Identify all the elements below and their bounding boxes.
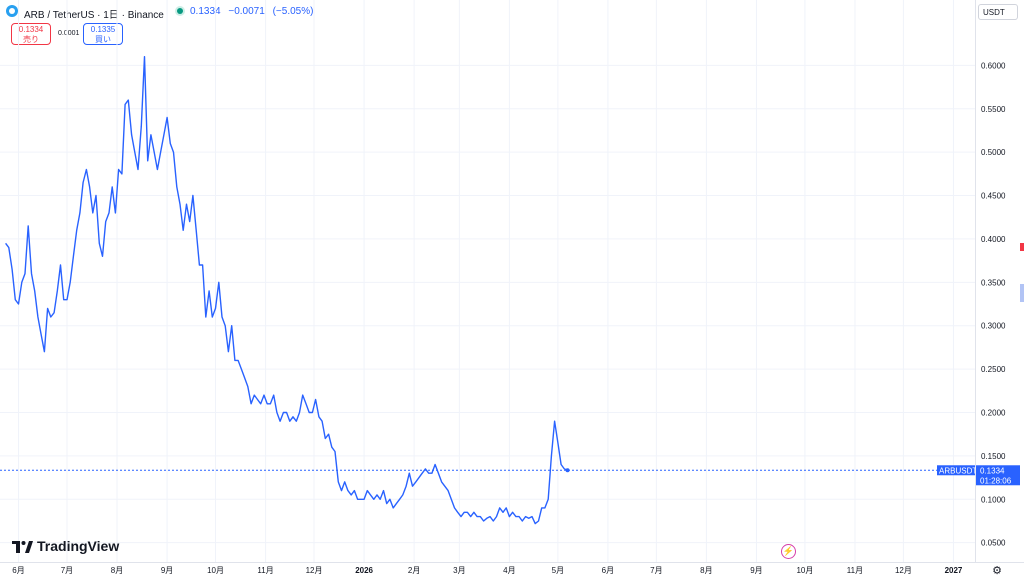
price-series-line [5, 56, 568, 525]
y-tick-label: 0.2000 [981, 408, 1006, 417]
tradingview-logo-icon [12, 541, 33, 553]
x-tick-label: 7月 [650, 566, 662, 575]
x-tick-label: 9月 [750, 566, 762, 575]
x-tick-label: 3月 [453, 566, 465, 575]
price-scale-divider [975, 0, 976, 562]
change-abs: −0.0071 [228, 6, 265, 17]
x-tick-label: 8月 [111, 566, 123, 575]
x-tick-label: 5月 [552, 566, 564, 575]
x-tick-label: 8月 [700, 566, 712, 575]
last-price-dot [565, 468, 570, 473]
buy-price: 0.1335 [90, 25, 116, 34]
chart-grid [0, 0, 975, 562]
ticker-tag-bg [937, 465, 975, 476]
x-tick-label: 2026 [355, 566, 373, 575]
last-price: 0.1334 [190, 6, 221, 17]
last-price-tag: ARBUSDT 0.1334 01:28:06 [937, 465, 1020, 486]
gear-icon[interactable]: ⚙ [992, 565, 1002, 577]
x-tick-label: 7月 [61, 566, 73, 575]
y-tick-label: 0.1500 [981, 452, 1006, 461]
y-tick-label: 0.6000 [981, 61, 1006, 70]
price-axis: 0.0500 0.1000 0.1500 0.2000 0.2500 0.3000 0.35… [981, 61, 1006, 547]
sidebar-edge-marker[interactable] [1020, 243, 1024, 251]
x-tick-label: 12月 [895, 566, 912, 575]
sidebar-edge-handle[interactable] [1020, 284, 1024, 302]
x-tick-label: 6月 [602, 566, 614, 575]
time-axis: 6月 7月 8月 9月 10月 11月 12月 2026 2月 3月 4月 5月 6月 7月 8月 9月 10月… [12, 566, 963, 575]
quote-readout: 0.1334 −0.0071 (−5.05%) [190, 6, 318, 17]
y-tick-label: 0.4000 [981, 235, 1006, 244]
x-tick-label: 11月 [847, 566, 863, 575]
y-tick-label: 0.1000 [981, 495, 1006, 504]
x-tick-label: 12月 [306, 566, 323, 575]
time-scale-divider [0, 562, 1024, 563]
tradingview-wordmark: TradingView [37, 538, 120, 554]
x-tick-label: 9月 [161, 566, 173, 575]
sell-button[interactable]: 0.1334 売り [11, 23, 51, 45]
change-pct: (−5.05%) [272, 6, 314, 17]
x-tick-label: 10月 [207, 566, 224, 575]
symbol-title[interactable]: ARB / TetherUS · 1日 · Binance [24, 10, 164, 21]
spread-value: 0.0001 [58, 30, 80, 37]
y-tick-label: 0.0500 [981, 539, 1006, 548]
ticker-tag: ARBUSDT [939, 466, 977, 475]
buy-label: 買い [95, 35, 111, 44]
arbitrum-coin-icon [6, 5, 18, 17]
y-tick-label: 0.2500 [981, 365, 1006, 374]
buy-button[interactable]: 0.1335 買い [83, 23, 123, 45]
x-tick-label: 4月 [503, 566, 515, 575]
currency-selector[interactable]: USDT [978, 4, 1018, 20]
chart-header: ARB / TetherUS · 1日 · Binance 0.1334 −0.… [0, 0, 975, 22]
market-open-icon [177, 8, 183, 14]
x-tick-label: 2月 [408, 566, 420, 575]
y-tick-label: 0.4500 [981, 192, 1006, 201]
y-tick-label: 0.5000 [981, 148, 1006, 157]
sell-label: 売り [23, 35, 39, 44]
y-tick-label: 0.3500 [981, 278, 1006, 287]
sell-price: 0.1334 [18, 25, 44, 34]
y-tick-label: 0.3000 [981, 322, 1006, 331]
x-tick-label: 11月 [257, 566, 273, 575]
x-tick-label: 6月 [12, 566, 24, 575]
price-tag-bg [976, 465, 1020, 486]
y-tick-label: 0.5500 [981, 105, 1006, 114]
x-tick-label: 10月 [796, 566, 813, 575]
countdown-tag: 01:28:06 [980, 476, 1012, 485]
lightning-icon[interactable]: ⚡ [781, 544, 796, 559]
price-tag: 0.1334 [980, 466, 1005, 475]
x-tick-label: 2027 [945, 566, 963, 575]
